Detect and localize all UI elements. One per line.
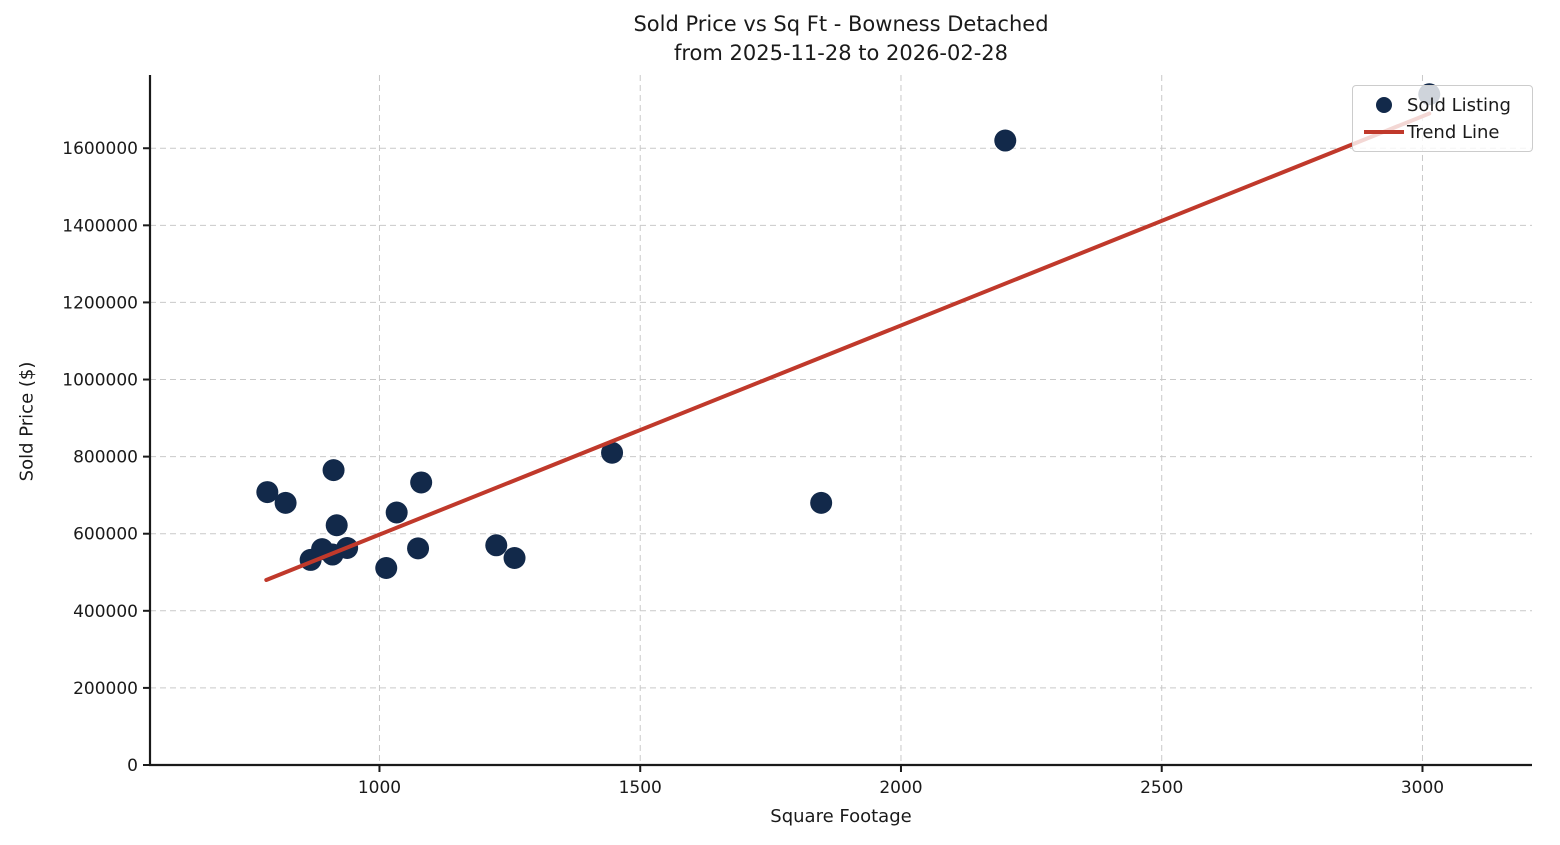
y-tick-label: 200000: [73, 679, 138, 699]
scatter-point: [810, 491, 833, 514]
legend-entry-sold-listing: Sold Listing: [1361, 93, 1524, 117]
scatter-point: [322, 459, 345, 482]
scatter-point: [410, 471, 433, 494]
y-tick-label: 600000: [73, 525, 138, 545]
chart-title-line2: from 2025-11-28 to 2026-02-28: [673, 41, 1009, 65]
scatter-point: [601, 441, 624, 464]
scatter-point: [274, 491, 297, 514]
legend: Sold Listing Trend Line: [1352, 85, 1533, 152]
sold-listing-marker-icon: [1376, 97, 1392, 113]
scatter-point: [503, 547, 526, 569]
scatter-point: [385, 501, 408, 524]
y-tick-label: 1000000: [62, 371, 138, 391]
scatter-point: [375, 557, 398, 580]
x-tick-label: 2500: [1140, 778, 1183, 798]
x-axis-label: Square Footage: [770, 806, 912, 827]
scatter-point: [325, 514, 348, 537]
chart-title: Sold Price vs Sq Ft - Bowness Detached f…: [150, 10, 1532, 68]
scatter-point: [407, 537, 430, 560]
scatter-point: [485, 534, 508, 557]
x-tick-label: 2000: [879, 778, 922, 798]
x-tick-label: 1000: [358, 778, 401, 798]
legend-marker-cell: [1361, 97, 1407, 113]
y-tick-label: 1600000: [62, 139, 138, 159]
y-tick-label: 400000: [73, 602, 138, 622]
y-tick-label: 1200000: [62, 293, 138, 313]
legend-label-trend-line: Trend Line: [1407, 121, 1500, 143]
y-axis-label: Sold Price ($): [16, 361, 38, 482]
y-tick-label: 1400000: [62, 216, 138, 236]
y-tick-label: 0: [127, 756, 138, 776]
scatter-point: [256, 481, 279, 504]
legend-label-sold-listing: Sold Listing: [1407, 94, 1511, 116]
trend-line: [264, 111, 1432, 582]
x-tick-label: 3000: [1401, 778, 1444, 798]
y-tick-label: 800000: [73, 448, 138, 468]
trend-line-marker-icon: [1364, 130, 1404, 134]
x-tick-label: 1500: [619, 778, 662, 798]
chart-title-line1: Sold Price vs Sq Ft - Bowness Detached: [633, 12, 1049, 36]
legend-marker-cell: [1361, 130, 1407, 134]
legend-entry-trend-line: Trend Line: [1361, 120, 1524, 144]
scatter-point: [994, 129, 1017, 152]
